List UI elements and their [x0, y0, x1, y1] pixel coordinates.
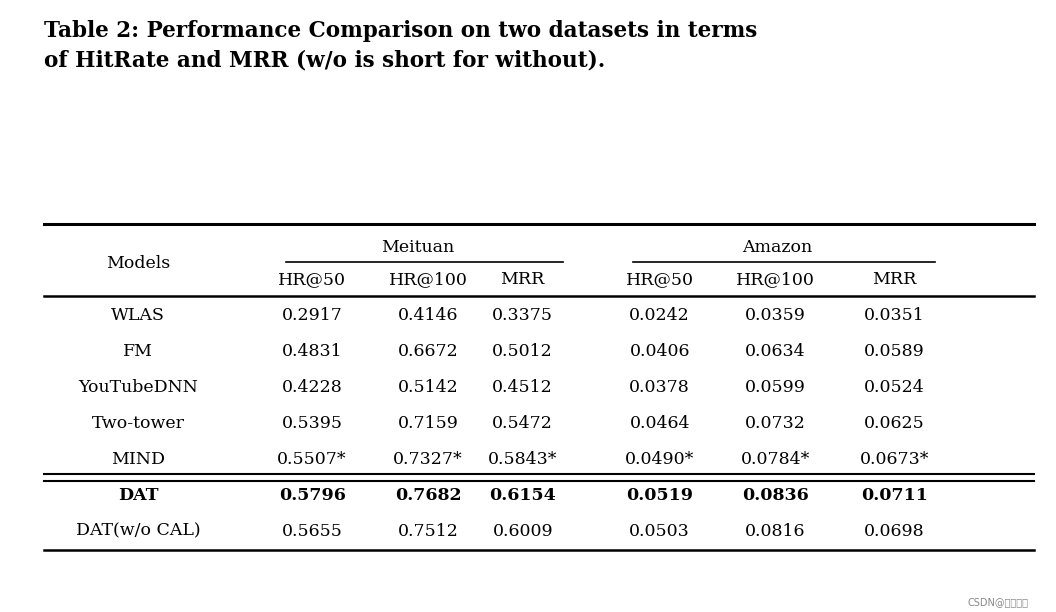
- Text: Models: Models: [107, 255, 170, 272]
- Text: 0.7512: 0.7512: [397, 523, 458, 540]
- Text: 0.0711: 0.0711: [861, 487, 928, 504]
- Text: 0.0816: 0.0816: [746, 523, 806, 540]
- Text: 0.4512: 0.4512: [492, 379, 553, 396]
- Text: MRR: MRR: [501, 271, 545, 288]
- Text: 0.6672: 0.6672: [397, 343, 458, 360]
- Text: 0.0490*: 0.0490*: [625, 451, 695, 468]
- Text: 0.0698: 0.0698: [864, 523, 925, 540]
- Text: 0.0242: 0.0242: [629, 307, 690, 324]
- Text: 0.5507*: 0.5507*: [278, 451, 347, 468]
- Text: 0.0732: 0.0732: [746, 415, 806, 432]
- Text: DAT(w/o CAL): DAT(w/o CAL): [76, 523, 201, 540]
- Text: MRR: MRR: [872, 271, 917, 288]
- Text: 0.0519: 0.0519: [626, 487, 693, 504]
- Text: 0.5472: 0.5472: [492, 415, 553, 432]
- Text: WLAS: WLAS: [111, 307, 165, 324]
- Text: 0.0836: 0.0836: [742, 487, 809, 504]
- Text: 0.4831: 0.4831: [282, 343, 342, 360]
- Text: Meituan: Meituan: [381, 239, 454, 256]
- Text: 0.0784*: 0.0784*: [741, 451, 810, 468]
- Text: 0.0673*: 0.0673*: [860, 451, 929, 468]
- Text: 0.7682: 0.7682: [395, 487, 461, 504]
- Text: 0.0524: 0.0524: [864, 379, 925, 396]
- Text: 0.0599: 0.0599: [746, 379, 806, 396]
- Text: YouTubeDNN: YouTubeDNN: [78, 379, 199, 396]
- Text: FM: FM: [124, 343, 153, 360]
- Text: Table 2: Performance Comparison on two datasets in terms
of HitRate and MRR (w/o: Table 2: Performance Comparison on two d…: [43, 20, 757, 72]
- Text: 0.7159: 0.7159: [397, 415, 458, 432]
- Text: 0.5142: 0.5142: [397, 379, 458, 396]
- Text: 0.4146: 0.4146: [398, 307, 458, 324]
- Text: HR@50: HR@50: [278, 271, 346, 288]
- Text: 0.4228: 0.4228: [282, 379, 342, 396]
- Text: 0.5796: 0.5796: [279, 487, 345, 504]
- Text: DAT: DAT: [118, 487, 158, 504]
- Text: 0.5843*: 0.5843*: [488, 451, 558, 468]
- Text: 0.5655: 0.5655: [282, 523, 342, 540]
- Text: 0.7327*: 0.7327*: [393, 451, 463, 468]
- Text: CSDN@巴拉巴朵: CSDN@巴拉巴朵: [967, 597, 1029, 608]
- Text: 0.0359: 0.0359: [746, 307, 806, 324]
- Text: 0.0625: 0.0625: [864, 415, 925, 432]
- Text: 0.5395: 0.5395: [282, 415, 342, 432]
- Text: 0.0351: 0.0351: [864, 307, 925, 324]
- Text: HR@100: HR@100: [389, 271, 468, 288]
- Text: HR@50: HR@50: [625, 271, 694, 288]
- Text: 0.0503: 0.0503: [629, 523, 690, 540]
- Text: Two-tower: Two-tower: [92, 415, 185, 432]
- Text: 0.0634: 0.0634: [746, 343, 806, 360]
- Text: Amazon: Amazon: [742, 239, 812, 256]
- Text: 0.6154: 0.6154: [489, 487, 557, 504]
- Text: 0.6009: 0.6009: [492, 523, 553, 540]
- Text: 0.5012: 0.5012: [492, 343, 553, 360]
- Text: 0.3375: 0.3375: [492, 307, 553, 324]
- Text: MIND: MIND: [111, 451, 166, 468]
- Text: 0.0589: 0.0589: [864, 343, 925, 360]
- Text: 0.2917: 0.2917: [282, 307, 342, 324]
- Text: 0.0406: 0.0406: [629, 343, 690, 360]
- Text: 0.0378: 0.0378: [629, 379, 690, 396]
- Text: 0.0464: 0.0464: [629, 415, 690, 432]
- Text: HR@100: HR@100: [736, 271, 815, 288]
